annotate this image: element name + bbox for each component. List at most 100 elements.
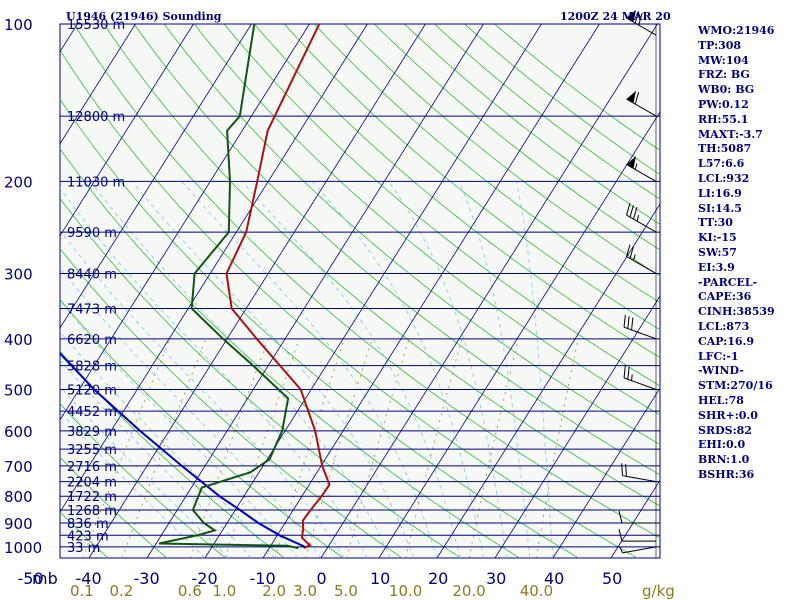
height-label: 15530 m (67, 18, 125, 33)
isotherm-line (60, 24, 136, 145)
moist-adiabat-line (131, 181, 415, 558)
wind-barb-staff (622, 546, 657, 554)
wind-barb-staff (623, 326, 657, 340)
isotherm-line (552, 387, 660, 558)
wind-barb (626, 156, 657, 182)
pressure-tick-label: 600 (4, 423, 33, 441)
mixing-ratio-unit-label: g/kg (642, 582, 675, 600)
dry-adiabat-line (60, 402, 226, 558)
dry-adiabat-line (193, 24, 660, 416)
index-item: LCL:873 (698, 319, 750, 333)
dry-adiabat-line (60, 197, 462, 558)
dry-adiabat-line (60, 511, 109, 558)
dry-adiabat-line (60, 148, 520, 558)
isotherm-line (146, 24, 484, 558)
mixing-ratio-tick-label: 2.0 (262, 582, 286, 600)
height-label: 5120 m (67, 384, 117, 399)
height-label: 1722 m (67, 490, 117, 505)
wind-barbs (618, 9, 657, 558)
dry-adiabat-line (223, 24, 660, 387)
wind-barb-flag (634, 92, 640, 105)
wind-barb-half-flag (619, 546, 623, 554)
index-item: FRZ: BG (698, 68, 750, 82)
moist-adiabat-line (181, 181, 438, 558)
index-item: MW:104 (698, 53, 749, 67)
wind-barb (623, 314, 657, 340)
wind-barb-flag (627, 316, 630, 329)
pressure-labels: 100 200 300 400 500 600 700 800 900 1000 (4, 16, 42, 557)
mixing-ratio-tick-label: 40.0 (520, 582, 553, 600)
height-label: 11030 m (67, 175, 125, 190)
wind-barb-flag (633, 207, 638, 220)
index-item: LCL:932 (698, 171, 750, 185)
index-item: -PARCEL- (698, 275, 758, 289)
wind-barb (618, 529, 656, 542)
isotherm-line (204, 24, 542, 558)
index-item: EI:3.9 (698, 260, 735, 274)
wind-barb (626, 203, 657, 233)
temperature-tick-label: -50 (18, 569, 44, 588)
wind-barb-flag (626, 244, 631, 257)
index-item: STM:270/16 (698, 379, 773, 393)
pressure-tick-label: 300 (4, 265, 33, 283)
mixing-ratio-tick-label: 20.0 (452, 582, 485, 600)
wind-barb-flag (623, 365, 626, 378)
mixing-ratio-line (121, 338, 207, 558)
index-item: TP:308 (698, 38, 742, 52)
wind-barb-staff (626, 256, 657, 274)
index-item: MAXT:-3.7 (698, 127, 763, 141)
height-label: 3829 m (67, 425, 117, 440)
time-title: 1200Z 24 MAR 20 (560, 10, 671, 23)
dry-adiabat-line (60, 350, 285, 558)
moist-adiabat-line (388, 181, 507, 558)
moist-adiabat-line (516, 181, 554, 558)
wind-barb-staff (626, 214, 657, 233)
isotherm-line (60, 24, 194, 237)
isobars (60, 23, 660, 548)
dry-adiabat-line (60, 456, 168, 558)
height-label: 836 m (67, 517, 109, 532)
index-item: LFC:-1 (698, 349, 739, 363)
index-item: CAP:16.9 (698, 334, 755, 348)
wind-barb-staff (623, 377, 657, 390)
mixing-ratio-tick-label: 0.1 (70, 582, 94, 600)
wind-barb-flag (634, 11, 640, 24)
dry-adiabat-line (344, 24, 660, 277)
mixing-ratio-line (405, 338, 463, 558)
wind-barb-flag (629, 246, 634, 259)
isotherm-line (378, 111, 660, 558)
index-item: CINH:38539 (698, 305, 775, 319)
dry-adiabat-line (60, 247, 403, 558)
index-item: WB0: BG (698, 83, 755, 97)
index-item: TH:5087 (698, 142, 752, 156)
wind-barb-flag (629, 205, 634, 218)
wind-barb (623, 365, 657, 390)
moist-adiabat-line (90, 181, 391, 558)
index-item: CAPE:36 (698, 290, 752, 304)
wind-barb-staff (626, 163, 657, 182)
index-item: KI:-15 (698, 231, 737, 245)
mixing-ratio-tick-label: 10.0 (389, 582, 422, 600)
moist-adiabat-line (241, 181, 461, 558)
wind-barb-flag (625, 464, 627, 477)
index-item: LI:16.9 (698, 186, 742, 200)
dry-adiabat-line (284, 24, 660, 331)
mixing-ratio-lines (82, 338, 579, 558)
index-item: SRDS:82 (698, 423, 752, 437)
wind-barb-flag (621, 463, 624, 476)
temperature-tick-label: -20 (192, 569, 218, 588)
temperature-tick-label: 30 (486, 569, 506, 588)
mixing-ratio-tick-label: 1.0 (212, 582, 236, 600)
pressure-tick-label: 1000 (4, 539, 42, 557)
parcel-trace (60, 351, 308, 549)
moist-adiabat-line (60, 300, 299, 558)
temperature-tick-label: 20 (428, 569, 448, 588)
isotherm-line (60, 24, 252, 329)
isotherm-line (60, 24, 310, 421)
index-item: SW:57 (698, 245, 737, 259)
dry-adiabat-line (60, 49, 638, 558)
dry-adiabat-line (253, 24, 660, 359)
temperature-tick-label: 50 (602, 569, 622, 588)
index-item: BSHR:36 (698, 467, 755, 481)
